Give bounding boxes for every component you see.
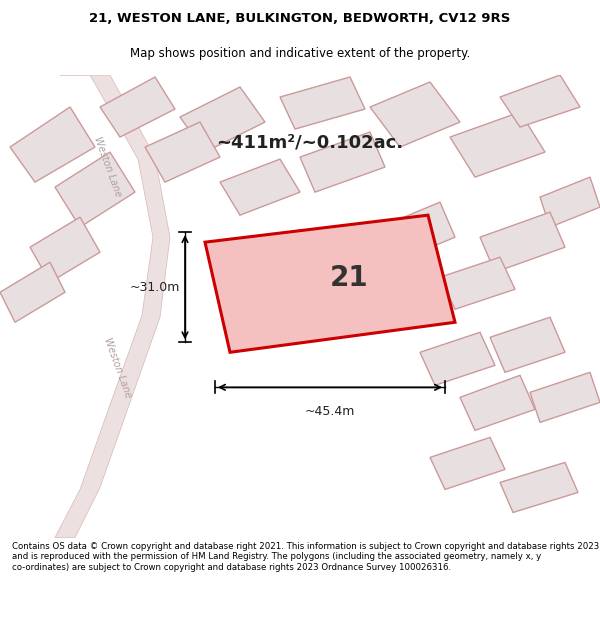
Polygon shape — [205, 215, 455, 352]
Polygon shape — [450, 112, 545, 177]
Text: ~31.0m: ~31.0m — [130, 281, 180, 294]
Text: Weston Lane: Weston Lane — [92, 136, 124, 199]
Polygon shape — [300, 132, 385, 192]
Polygon shape — [490, 318, 565, 372]
Text: Contains OS data © Crown copyright and database right 2021. This information is : Contains OS data © Crown copyright and d… — [12, 542, 599, 572]
Polygon shape — [420, 332, 495, 386]
Polygon shape — [55, 75, 170, 538]
Polygon shape — [430, 438, 505, 489]
Polygon shape — [380, 202, 455, 262]
Polygon shape — [530, 372, 600, 423]
Polygon shape — [280, 77, 365, 129]
Polygon shape — [100, 77, 175, 137]
Polygon shape — [500, 462, 578, 512]
Text: Weston Lane: Weston Lane — [103, 336, 134, 399]
Polygon shape — [180, 87, 265, 152]
Text: 21: 21 — [330, 264, 369, 292]
Polygon shape — [540, 177, 600, 227]
Text: ~45.4m: ~45.4m — [305, 406, 355, 418]
Polygon shape — [0, 262, 65, 322]
Polygon shape — [460, 376, 535, 431]
Text: 21, WESTON LANE, BULKINGTON, BEDWORTH, CV12 9RS: 21, WESTON LANE, BULKINGTON, BEDWORTH, C… — [89, 12, 511, 25]
Polygon shape — [500, 75, 580, 127]
Polygon shape — [10, 107, 95, 182]
Polygon shape — [440, 258, 515, 309]
Text: Map shows position and indicative extent of the property.: Map shows position and indicative extent… — [130, 48, 470, 61]
Polygon shape — [480, 212, 565, 272]
Polygon shape — [370, 82, 460, 147]
Text: ~411m²/~0.102ac.: ~411m²/~0.102ac. — [217, 133, 404, 151]
Polygon shape — [30, 217, 100, 282]
Polygon shape — [145, 122, 220, 182]
Polygon shape — [55, 152, 135, 227]
Polygon shape — [220, 159, 300, 215]
